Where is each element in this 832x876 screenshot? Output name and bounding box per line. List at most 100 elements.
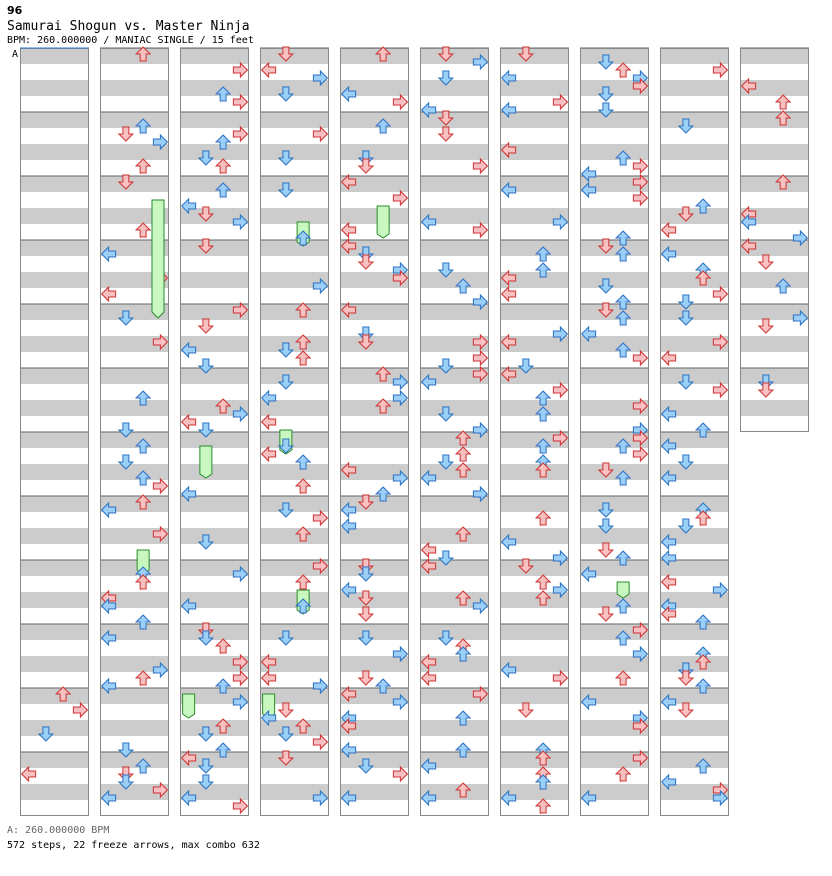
- beat-stripe: [100, 560, 169, 576]
- step-arrow: [392, 389, 409, 407]
- step-arrow: [774, 110, 792, 126]
- step-arrow: [437, 262, 455, 278]
- beat-stripe: [580, 656, 649, 672]
- step-arrow: [420, 541, 437, 559]
- step-arrow: [100, 677, 117, 695]
- beat-stripe: [420, 560, 489, 576]
- beat-stripe: [260, 464, 329, 480]
- step-arrow: [472, 349, 489, 367]
- step-arrow: [214, 158, 232, 174]
- step-arrow: [614, 230, 632, 246]
- beat-stripe: [20, 272, 89, 288]
- step-arrow: [632, 189, 649, 207]
- step-arrow: [597, 302, 615, 318]
- step-arrow: [197, 774, 215, 790]
- step-arrow: [260, 709, 277, 727]
- beat-stripe: [100, 720, 169, 736]
- beat-stripe: [340, 336, 409, 352]
- step-arrow: [552, 669, 569, 687]
- beat-stripe: [580, 80, 649, 96]
- step-arrow: [152, 781, 169, 799]
- step-arrow: [597, 86, 615, 102]
- step-arrow: [294, 598, 312, 614]
- step-arrow: [614, 294, 632, 310]
- beat-stripe: [420, 496, 489, 512]
- beat-stripe: [100, 400, 169, 416]
- beat-stripe: [100, 688, 169, 704]
- step-arrow: [614, 550, 632, 566]
- step-arrow: [597, 238, 615, 254]
- step-arrow: [100, 245, 117, 263]
- step-arrow: [420, 101, 437, 119]
- step-arrow: [197, 150, 215, 166]
- beat-stripe: [260, 208, 329, 224]
- step-arrow: [580, 165, 597, 183]
- beat-stripe: [420, 400, 489, 416]
- beat-stripe: [260, 144, 329, 160]
- step-arrow: [197, 534, 215, 550]
- beat-stripe: [740, 368, 809, 384]
- beat-stripe: [20, 752, 89, 768]
- beat-stripe: [180, 496, 249, 512]
- step-arrow: [632, 717, 649, 735]
- beat-stripe: [20, 496, 89, 512]
- step-arrow: [260, 669, 277, 687]
- step-arrow: [534, 246, 552, 262]
- step-arrow: [660, 693, 677, 711]
- beat-stripe: [660, 624, 729, 640]
- step-arrow: [180, 197, 197, 215]
- beat-stripe: [180, 720, 249, 736]
- step-arrow: [694, 422, 712, 438]
- beat-stripe: [260, 240, 329, 256]
- step-arrow: [357, 254, 375, 270]
- beat-stripe: [340, 784, 409, 800]
- step-arrow: [677, 702, 695, 718]
- step-arrow: [277, 46, 295, 62]
- step-arrow: [134, 494, 152, 510]
- step-arrow: [277, 502, 295, 518]
- beat-stripe: [740, 176, 809, 192]
- step-arrow: [214, 742, 232, 758]
- step-arrow: [740, 237, 757, 255]
- beat-stripe: [20, 112, 89, 128]
- beat-stripe: [20, 624, 89, 640]
- step-arrow: [454, 278, 472, 294]
- beat-stripe: [180, 688, 249, 704]
- step-arrow: [340, 717, 357, 735]
- step-arrow: [517, 702, 535, 718]
- step-arrow: [660, 549, 677, 567]
- step-arrow: [632, 621, 649, 639]
- beat-stripe: [260, 336, 329, 352]
- beat-stripe: [180, 752, 249, 768]
- beat-stripe: [20, 528, 89, 544]
- step-arrow: [374, 398, 392, 414]
- beat-stripe: [20, 336, 89, 352]
- step-arrow: [454, 462, 472, 478]
- step-arrow: [374, 678, 392, 694]
- beat-stripe: [660, 240, 729, 256]
- step-arrow: [340, 685, 357, 703]
- step-arrow: [37, 726, 55, 742]
- beat-stripe: [260, 656, 329, 672]
- step-arrow: [597, 606, 615, 622]
- step-arrow: [420, 757, 437, 775]
- step-arrow: [534, 510, 552, 526]
- step-arrow: [340, 517, 357, 535]
- beat-stripe: [340, 272, 409, 288]
- step-arrow: [340, 741, 357, 759]
- step-arrow: [437, 406, 455, 422]
- beat-stripe: [740, 144, 809, 160]
- beat-stripe: [420, 112, 489, 128]
- step-arrow: [454, 446, 472, 462]
- step-arrow: [437, 126, 455, 142]
- beat-stripe: [180, 560, 249, 576]
- step-arrow: [232, 653, 249, 671]
- beat-stripe: [340, 144, 409, 160]
- beat-stripe: [100, 368, 169, 384]
- beat-stripe: [260, 752, 329, 768]
- step-arrow: [740, 77, 757, 95]
- beat-stripe: [500, 688, 569, 704]
- beat-stripe: [420, 336, 489, 352]
- bpm-footer: A: 260.000000 BPM: [7, 825, 110, 836]
- beat-stripe: [580, 368, 649, 384]
